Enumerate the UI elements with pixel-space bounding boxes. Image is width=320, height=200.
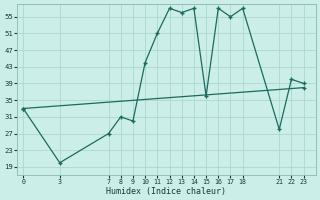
X-axis label: Humidex (Indice chaleur): Humidex (Indice chaleur): [107, 187, 227, 196]
